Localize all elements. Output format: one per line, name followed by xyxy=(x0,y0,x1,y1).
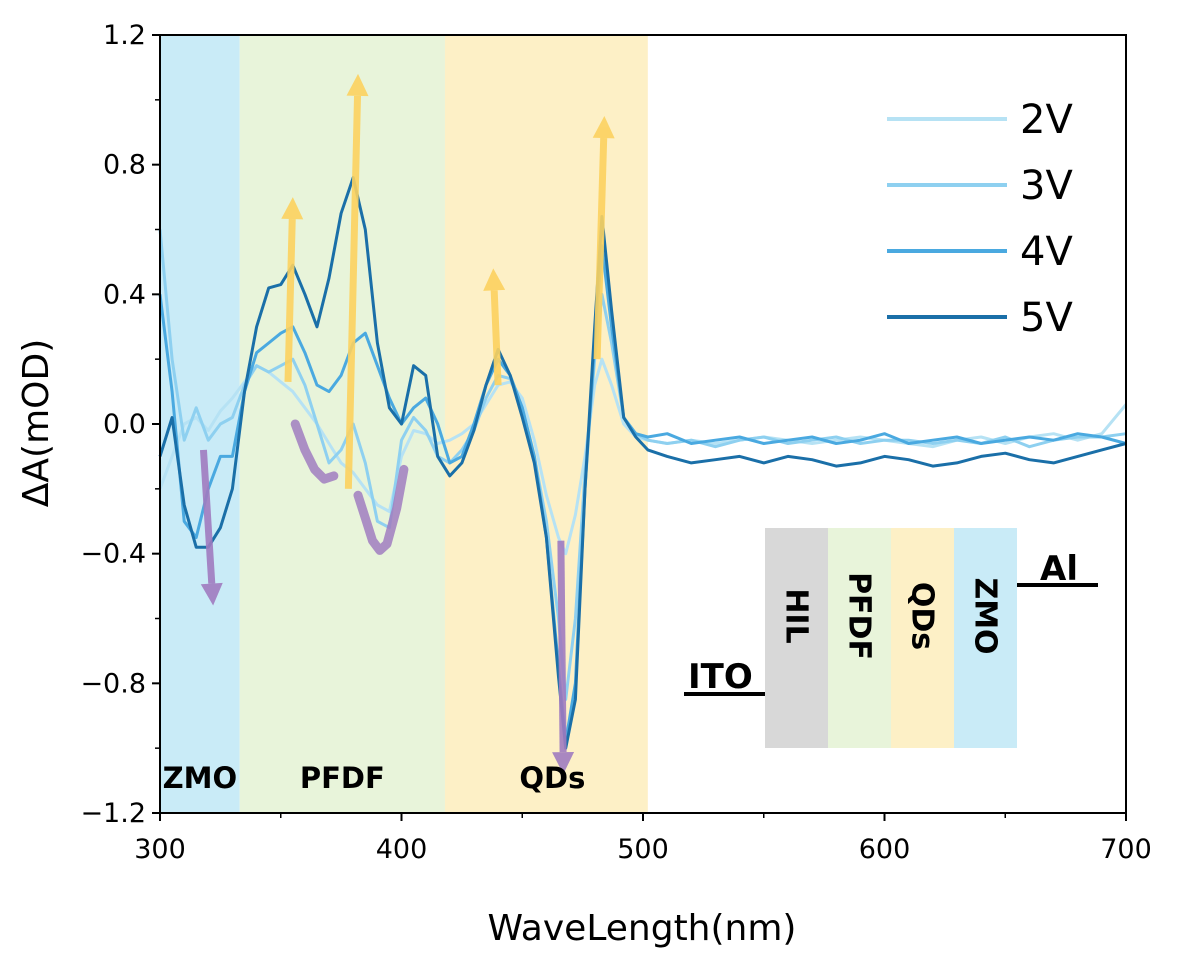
region-label-zmo: ZMO xyxy=(163,761,238,795)
down-arrow-1-shaft xyxy=(199,449,216,584)
x-tick-label: 300 xyxy=(134,834,186,865)
up-arrow-1-head xyxy=(281,197,304,220)
trend-arrows xyxy=(199,73,615,775)
device-structure-inset: HIL PFDF QDs ZMO ITO Al xyxy=(684,528,1098,748)
up-arrow-4 xyxy=(592,116,615,360)
up-arrow-2-shaft xyxy=(344,95,362,489)
down-arrow-2 xyxy=(552,540,575,775)
down-arrow-2-shaft xyxy=(557,540,567,753)
y-tick-label: −0.4 xyxy=(80,539,146,570)
up-arrow-3-shaft xyxy=(490,290,502,386)
region-label-qds: QDs xyxy=(519,761,585,795)
al-label: Al xyxy=(1040,549,1078,589)
dip-highlight-1 xyxy=(290,419,339,484)
up-arrow-2-head xyxy=(346,73,369,97)
x-tick-label: 700 xyxy=(1100,834,1152,865)
inset-layer-label-qds: QDs xyxy=(905,582,940,650)
x-tick-label: 500 xyxy=(617,834,669,865)
y-tick-label: 0.0 xyxy=(103,409,146,440)
series-line-5v xyxy=(158,176,1127,750)
x-tick-label: 600 xyxy=(859,834,911,865)
dip-highlight-2 xyxy=(353,464,409,555)
inset-layer-hil xyxy=(765,528,828,748)
up-arrow-1-shaft xyxy=(284,218,296,382)
y-tick-label: 0.8 xyxy=(103,150,146,181)
up-arrow-3-head xyxy=(483,268,506,291)
series-lines xyxy=(158,176,1128,750)
legend: 2V 3V 4V 5V xyxy=(887,97,1073,341)
region-band-pfdf xyxy=(239,35,445,813)
inset-layer-qds xyxy=(891,528,954,748)
inset-layer-pfdf xyxy=(828,528,891,748)
y-tick-label: 0.4 xyxy=(103,279,146,310)
legend-label-2v: 2V xyxy=(1020,97,1073,143)
y-tick-label: 1.2 xyxy=(103,20,146,51)
down-arrow-2-head xyxy=(552,751,575,775)
up-arrow-4-head xyxy=(592,116,615,139)
x-tick-label: 400 xyxy=(376,834,428,865)
up-arrow-3 xyxy=(483,268,506,386)
region-band-qds xyxy=(444,35,648,813)
down-arrow-1 xyxy=(199,449,223,606)
inset-layer-zmo xyxy=(954,528,1017,748)
legend-label-4v: 4V xyxy=(1020,229,1073,275)
dip-highlights xyxy=(290,419,409,555)
inset-layer-label-pfdf: PFDF xyxy=(842,572,877,660)
series-line-4v xyxy=(158,244,1127,744)
up-arrow-2 xyxy=(344,73,369,489)
legend-label-5v: 5V xyxy=(1020,295,1073,341)
region-label-pfdf: PFDF xyxy=(300,761,385,795)
inset-layer-label-hil: HIL xyxy=(779,588,814,643)
ticks: −1.2 −0.8 −0.4 0.0 0.4 0.8 1.2 300 400 500 600 700 xyxy=(80,20,1151,865)
y-tick-label: −1.2 xyxy=(80,798,146,829)
down-arrow-1-head xyxy=(200,582,223,606)
region-labels: ZMO PFDF QDs xyxy=(163,761,586,795)
y-axis-title: ΔA(mOD) xyxy=(16,339,57,507)
y-tick-label: −0.8 xyxy=(80,668,146,699)
up-arrow-4-shaft xyxy=(593,137,608,360)
legend-label-3v: 3V xyxy=(1020,163,1073,209)
series-line-2v xyxy=(158,357,1128,556)
inset-layer-label-zmo: ZMO xyxy=(968,577,1003,654)
x-axis-title: WaveLength(nm) xyxy=(488,908,797,949)
up-arrow-1 xyxy=(281,197,304,382)
ito-label: ITO xyxy=(688,657,753,697)
